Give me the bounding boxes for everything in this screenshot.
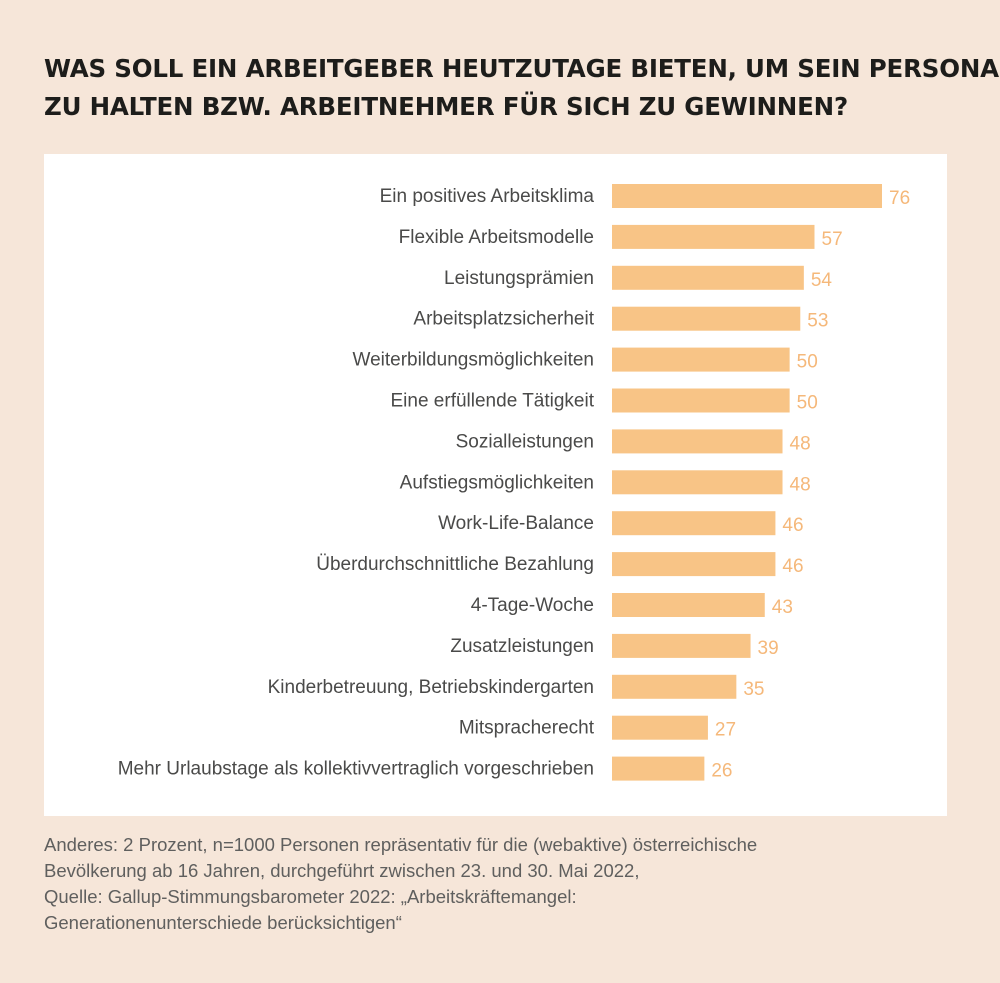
value-label: 57 — [822, 229, 843, 250]
value-label: 48 — [790, 474, 811, 495]
value-label: 46 — [782, 556, 803, 577]
chart-title-line-2: ZU HALTEN BZW. ARBEITNEHMER FÜR SICH ZU … — [44, 92, 848, 121]
footnote: Anderes: 2 Prozent, n=1000 Personen repr… — [44, 832, 974, 936]
category-label: Arbeitsplatzsicherheit — [413, 309, 594, 330]
category-label: Sozialleistungen — [456, 431, 594, 452]
category-label: Überdurchschnittliche Bezahlung — [316, 554, 594, 575]
bar — [612, 306, 801, 331]
bar — [612, 511, 776, 536]
value-label: 43 — [772, 597, 793, 618]
value-label: 39 — [758, 638, 779, 659]
chart-title: WAS SOLL EIN ARBEITGEBER HEUTZUTAGE BIET… — [44, 50, 1000, 126]
category-label: Zusatzleistungen — [450, 636, 594, 657]
value-label: 54 — [811, 270, 833, 291]
footnote-line-1: Anderes: 2 Prozent, n=1000 Personen repr… — [44, 834, 758, 855]
footnote-line-4: Generationenunterschiede berücksichtigen… — [44, 912, 402, 933]
category-label: Mitspracherecht — [459, 718, 595, 739]
bar — [612, 388, 790, 413]
footnote-line-2: Bevölkerung ab 16 Jahren, durchgeführt z… — [44, 860, 640, 881]
bar — [612, 470, 783, 495]
bar — [612, 593, 765, 617]
value-label: 35 — [743, 679, 764, 700]
category-label: Mehr Urlaubstage als kollektivvertraglic… — [118, 759, 594, 780]
footnote-line-3: Quelle: Gallup-Stimmungsbarometer 2022: … — [44, 886, 577, 907]
bar-chart: Ein positives Arbeitsklima 76 Flexible Arb… — [118, 184, 910, 782]
bar — [612, 552, 776, 577]
value-label: 50 — [797, 393, 818, 414]
category-label: Ein positives Arbeitsklima — [380, 186, 595, 207]
bar — [612, 674, 737, 699]
category-label: Work-Life-Balance — [438, 513, 594, 534]
bar — [612, 224, 815, 249]
category-label: Eine erfüllende Tätigkeit — [391, 391, 595, 412]
bar — [612, 429, 783, 454]
bar — [612, 633, 751, 658]
value-label: 53 — [807, 311, 828, 332]
value-label: 76 — [889, 188, 910, 209]
category-label: Aufstiegsmöglichkeiten — [400, 472, 594, 493]
chart-title-line-1: WAS SOLL EIN ARBEITGEBER HEUTZUTAGE BIET… — [44, 54, 1000, 83]
category-label: Flexible Arbeitsmodelle — [399, 227, 594, 248]
category-label: Leistungsprämien — [444, 268, 594, 289]
chart-panel: Ein positives Arbeitsklima 76 Flexible Arb… — [44, 154, 947, 816]
value-label: 46 — [782, 515, 803, 536]
value-label: 27 — [715, 720, 736, 741]
value-label: 26 — [711, 761, 732, 782]
bar — [612, 184, 882, 208]
bar — [612, 756, 705, 781]
value-label: 48 — [790, 433, 811, 454]
category-label: 4-Tage-Woche — [471, 595, 594, 616]
bar — [612, 715, 708, 740]
category-label: Kinderbetreuung, Betriebskindergarten — [268, 677, 594, 698]
bar — [612, 265, 804, 290]
category-label: Weiterbildungsmöglichkeiten — [353, 350, 595, 371]
value-label: 50 — [797, 352, 818, 373]
bar — [612, 347, 790, 372]
